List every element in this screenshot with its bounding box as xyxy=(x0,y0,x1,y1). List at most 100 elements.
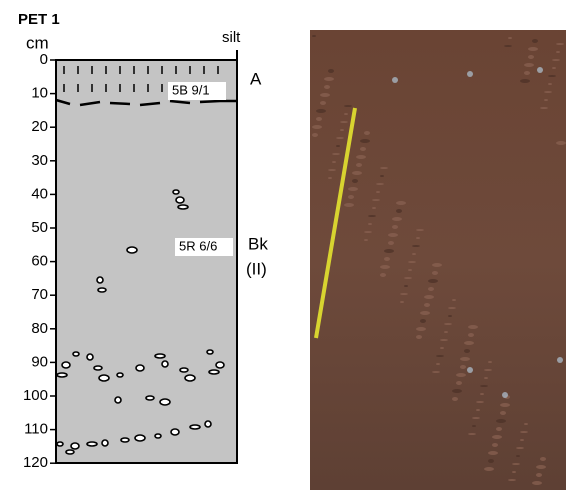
nodule xyxy=(176,197,184,203)
clod xyxy=(540,457,546,461)
clod xyxy=(416,327,426,331)
nodule xyxy=(66,450,74,454)
clod xyxy=(400,301,404,303)
clod xyxy=(424,295,434,299)
clod xyxy=(380,167,388,169)
clod xyxy=(384,249,394,253)
clod xyxy=(404,285,408,287)
clod xyxy=(376,183,384,185)
clod xyxy=(316,117,322,121)
carbonate-spot xyxy=(467,71,473,77)
horizon-name: Bk xyxy=(248,234,268,253)
clod xyxy=(464,349,470,353)
clod xyxy=(436,363,440,365)
clod xyxy=(416,237,420,239)
clod xyxy=(336,137,344,139)
nodule xyxy=(180,368,188,372)
texture-label: silt xyxy=(222,29,241,46)
nodule xyxy=(209,370,219,374)
clod xyxy=(452,397,458,401)
clod xyxy=(556,51,560,53)
clod xyxy=(416,335,422,339)
clod xyxy=(444,331,448,333)
clod xyxy=(536,465,546,469)
clod xyxy=(520,79,530,83)
clod xyxy=(388,241,394,245)
clod xyxy=(536,473,542,477)
clod xyxy=(496,419,506,423)
clod xyxy=(324,85,330,89)
clod xyxy=(400,293,408,295)
clod xyxy=(352,179,358,183)
clod xyxy=(480,385,488,387)
clod xyxy=(492,435,502,439)
clod xyxy=(332,153,340,155)
clod xyxy=(428,279,438,283)
clod xyxy=(336,145,340,147)
carbonate-spot xyxy=(537,67,543,73)
depth-label: 120 xyxy=(23,454,48,471)
clod xyxy=(368,215,376,217)
clod xyxy=(528,47,538,51)
clod xyxy=(424,303,430,307)
clod xyxy=(456,373,466,377)
clod xyxy=(556,141,566,145)
clod xyxy=(532,481,542,485)
clod xyxy=(548,83,552,85)
depth-label: 100 xyxy=(23,387,48,404)
clod xyxy=(328,169,336,171)
clod xyxy=(472,417,480,419)
nodule xyxy=(178,205,188,209)
clod xyxy=(312,125,322,129)
nodule xyxy=(127,247,137,253)
clod xyxy=(432,263,442,267)
profile-title: PET 1 xyxy=(18,11,60,28)
nodule xyxy=(136,365,144,371)
nodule xyxy=(216,362,224,368)
clod xyxy=(552,59,560,61)
clod xyxy=(324,77,334,81)
clod xyxy=(532,39,538,43)
nodule xyxy=(155,354,165,358)
nodule xyxy=(162,361,168,367)
clod xyxy=(476,409,480,411)
clod xyxy=(524,423,528,425)
nodule xyxy=(135,435,145,441)
clod xyxy=(408,261,416,263)
clod xyxy=(356,163,362,167)
clod xyxy=(364,231,372,233)
nodule xyxy=(146,396,154,400)
horizon-suffix: (II) xyxy=(246,259,267,278)
clod xyxy=(484,467,494,471)
nodule xyxy=(115,397,121,403)
clod xyxy=(468,433,476,435)
clod xyxy=(316,109,326,113)
depth-unit: cm xyxy=(26,33,49,52)
horizon-name: A xyxy=(250,69,262,88)
clod xyxy=(436,355,444,357)
clod xyxy=(360,139,370,143)
clod xyxy=(452,299,456,301)
clod xyxy=(328,177,332,179)
clod xyxy=(320,101,326,105)
clod xyxy=(360,147,366,151)
nodule xyxy=(99,375,109,381)
clod xyxy=(416,229,424,231)
nodule xyxy=(87,354,93,360)
clod xyxy=(476,401,484,403)
clod xyxy=(492,443,498,447)
clod xyxy=(412,245,420,247)
clod xyxy=(320,93,330,97)
depth-label: 90 xyxy=(31,353,48,370)
clod xyxy=(392,225,398,229)
clod xyxy=(516,455,520,457)
nodule xyxy=(185,375,195,381)
clod xyxy=(552,67,556,69)
profile-photo xyxy=(310,30,566,490)
clod xyxy=(344,203,354,207)
clod xyxy=(380,265,390,269)
nodule xyxy=(160,399,170,405)
clod xyxy=(372,199,380,201)
clod xyxy=(412,253,416,255)
clod xyxy=(460,357,470,361)
